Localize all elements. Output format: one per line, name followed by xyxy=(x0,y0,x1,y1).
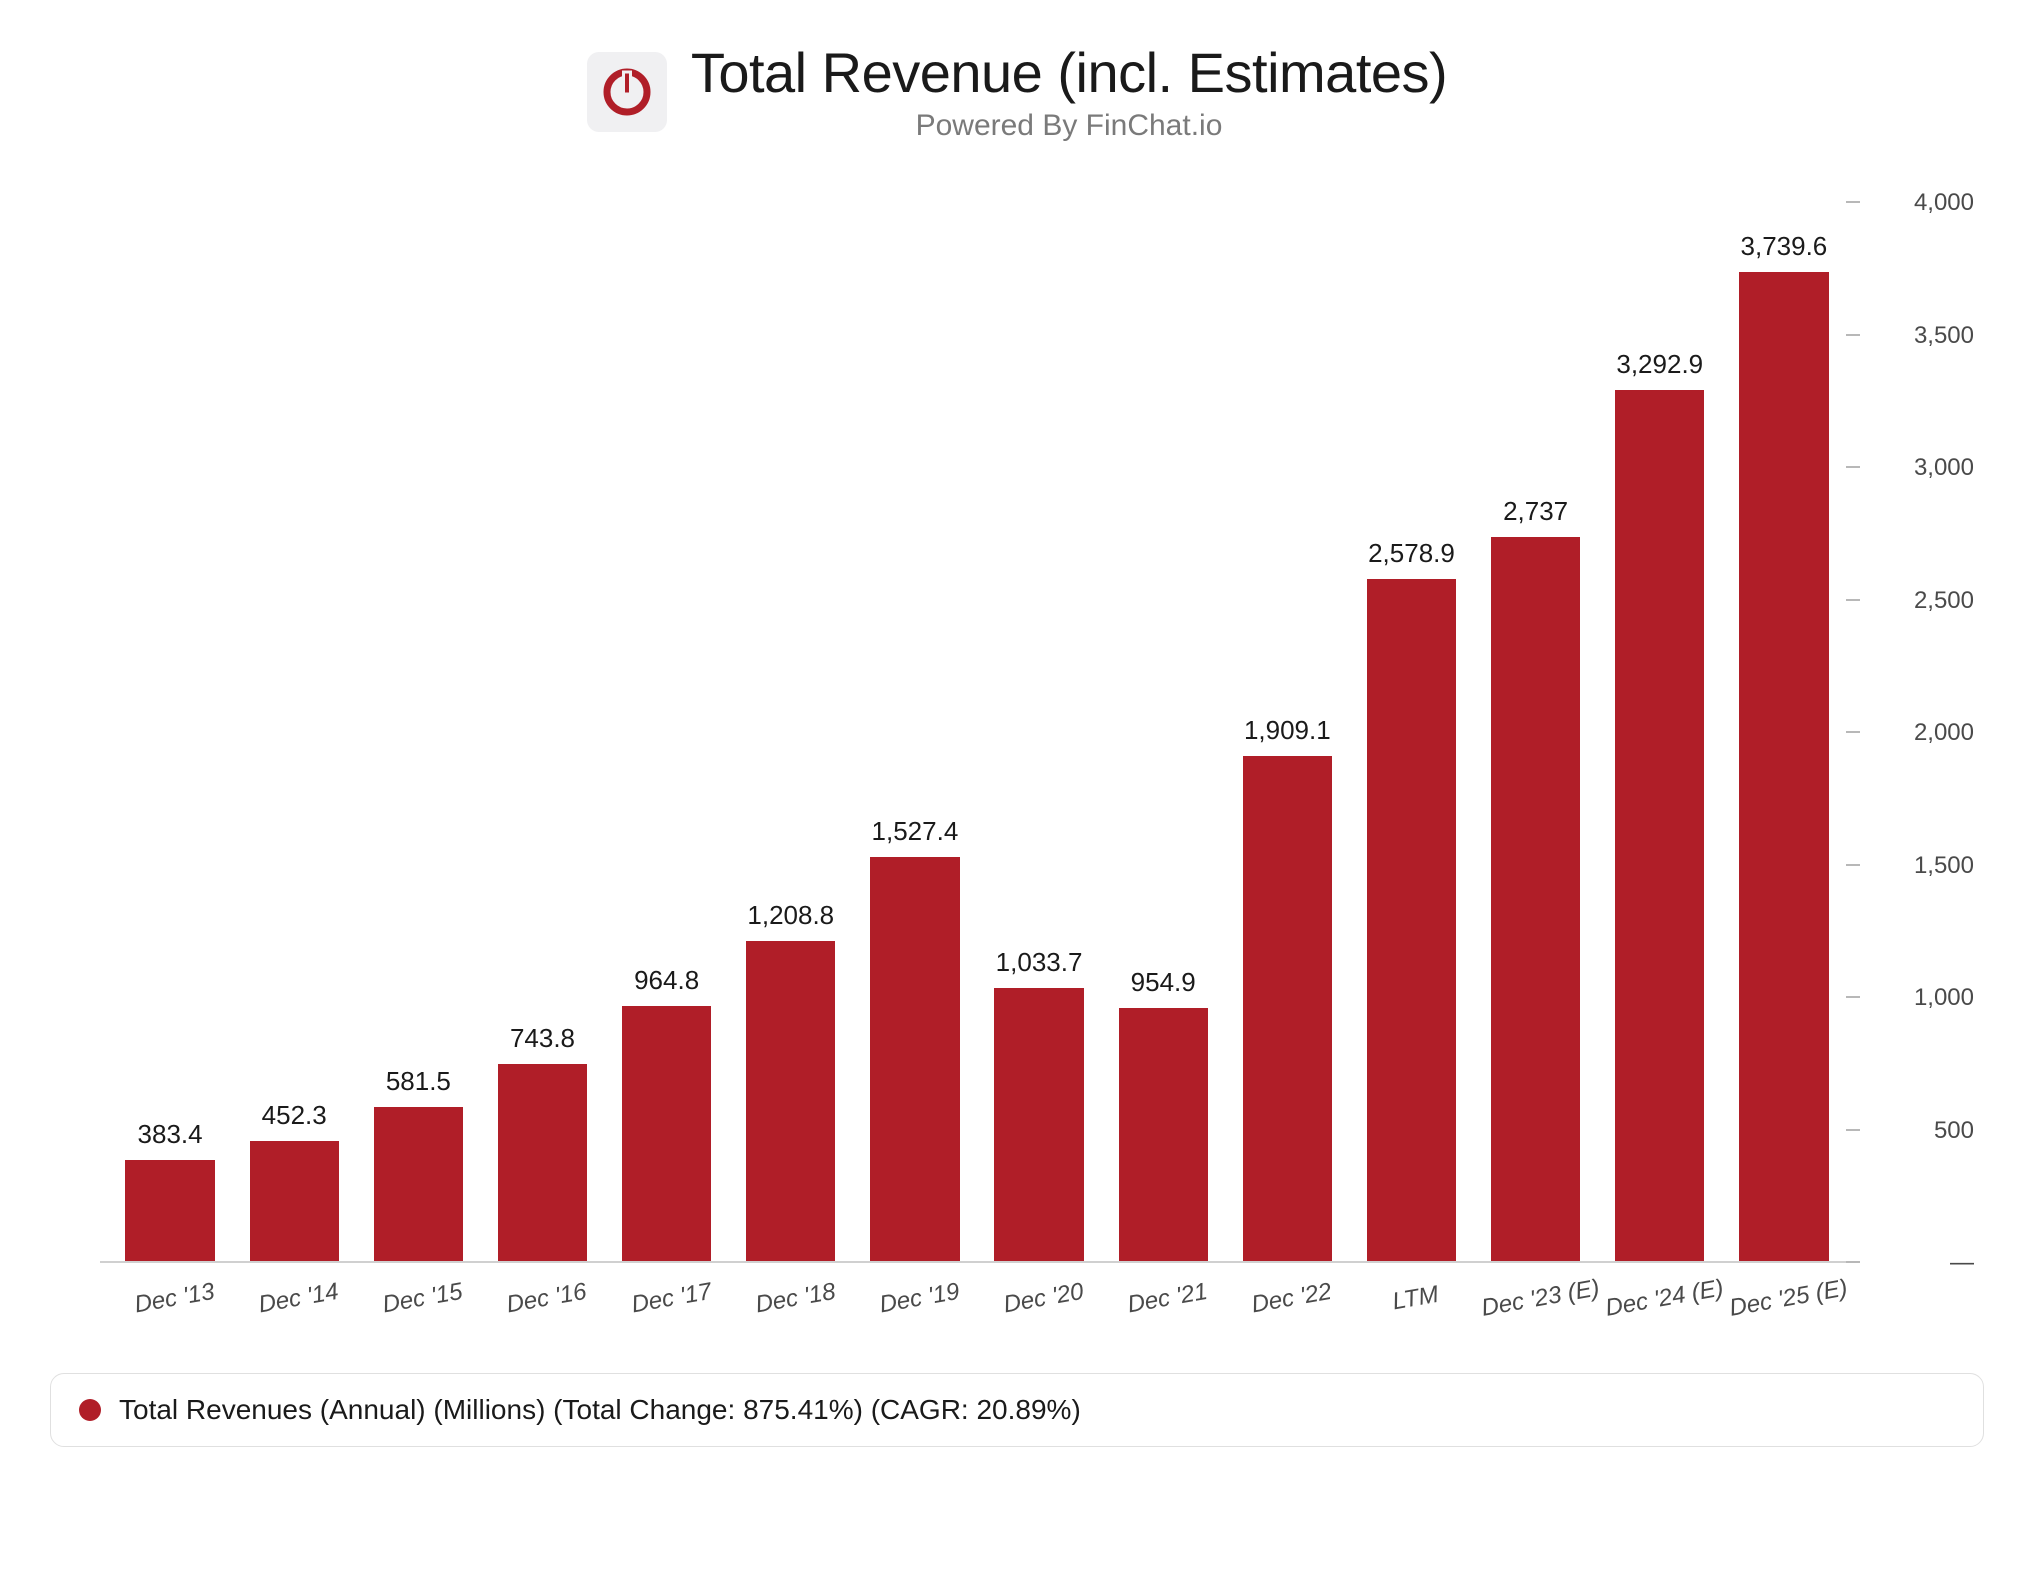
x-axis-label: Dec '17 xyxy=(606,1262,739,1343)
y-axis-tick-mark xyxy=(1846,466,1860,468)
y-axis-tick-label: 1,000 xyxy=(1914,984,1974,1012)
y-axis-tick-mark xyxy=(1846,1129,1860,1131)
bar xyxy=(1739,272,1828,1261)
bar-value-label: 2,737 xyxy=(1503,496,1568,527)
y-axis-tick-label: 2,500 xyxy=(1914,587,1974,615)
bar xyxy=(498,1064,587,1261)
y-axis-tick-mark xyxy=(1846,731,1860,733)
plot-area: 383.4 452.3 581.5 743.8 964.8 1,208.8 1,527.4 1… xyxy=(100,203,1854,1263)
bar-value-label: 581.5 xyxy=(386,1066,451,1097)
y-axis-tick-label: 2,000 xyxy=(1914,719,1974,747)
legend-text: Total Revenues (Annual) (Millions) (Tota… xyxy=(119,1394,1081,1426)
bar-value-label: 1,033.7 xyxy=(996,947,1083,978)
y-axis-tick-label: 500 xyxy=(1934,1117,1974,1145)
x-axis-label: Dec '13 xyxy=(109,1262,242,1343)
bar-column: 383.4 xyxy=(108,203,232,1261)
x-axis-labels: Dec '13Dec '14Dec '15Dec '16Dec '17Dec '… xyxy=(100,1273,1854,1333)
bar-column: 1,033.7 xyxy=(977,203,1101,1261)
bar-value-label: 383.4 xyxy=(138,1119,203,1150)
x-axis-label: LTM xyxy=(1350,1262,1483,1343)
bar-column: 581.5 xyxy=(356,203,480,1261)
bar xyxy=(1491,537,1580,1261)
bar xyxy=(622,1006,711,1261)
y-axis-tick-mark xyxy=(1846,334,1860,336)
x-axis-label: Dec '21 xyxy=(1102,1262,1235,1343)
bar-column: 2,578.9 xyxy=(1349,203,1473,1261)
bar-value-label: 743.8 xyxy=(510,1023,575,1054)
bar-column: 954.9 xyxy=(1101,203,1225,1261)
x-axis-label: Dec '22 xyxy=(1226,1262,1359,1343)
bar-value-label: 1,527.4 xyxy=(872,816,959,847)
bar-value-label: 2,578.9 xyxy=(1368,538,1455,569)
bar-column: 1,208.8 xyxy=(729,203,853,1261)
bar xyxy=(1119,1008,1208,1261)
y-axis-tick-mark xyxy=(1846,599,1860,601)
bar-column: 452.3 xyxy=(232,203,356,1261)
y-axis-tick-label: 1,500 xyxy=(1914,852,1974,880)
y-axis-tick-label: — xyxy=(1950,1249,1974,1277)
bar-column: 1,527.4 xyxy=(853,203,977,1261)
title-block: Total Revenue (incl. Estimates) Powered … xyxy=(691,40,1447,143)
x-axis-label: Dec '25 (E) xyxy=(1723,1262,1856,1343)
x-axis-label: Dec '15 xyxy=(357,1262,490,1343)
bar xyxy=(994,988,1083,1261)
bar-value-label: 3,292.9 xyxy=(1616,349,1703,380)
bar-column: 3,739.6 xyxy=(1722,203,1846,1261)
power-icon xyxy=(600,65,654,119)
bar-column: 2,737 xyxy=(1474,203,1598,1261)
y-axis: —5001,0001,5002,0002,5003,0003,5004,000 xyxy=(1864,203,1994,1263)
y-axis-tick-mark xyxy=(1846,864,1860,866)
legend-marker-icon xyxy=(79,1399,101,1421)
bar xyxy=(870,857,959,1261)
bar xyxy=(250,1141,339,1261)
bar-value-label: 1,909.1 xyxy=(1244,715,1331,746)
bar-value-label: 954.9 xyxy=(1131,967,1196,998)
bar xyxy=(1367,579,1456,1261)
y-axis-tick-mark xyxy=(1846,996,1860,998)
x-axis-label: Dec '23 (E) xyxy=(1474,1262,1607,1343)
y-axis-tick-label: 3,500 xyxy=(1914,322,1974,350)
bar-column: 964.8 xyxy=(605,203,729,1261)
bar-column: 1,909.1 xyxy=(1225,203,1349,1261)
bar-column: 3,292.9 xyxy=(1598,203,1722,1261)
x-axis-label: Dec '19 xyxy=(854,1262,987,1343)
x-axis-label: Dec '14 xyxy=(233,1262,366,1343)
bar xyxy=(125,1160,214,1261)
bars-container: 383.4 452.3 581.5 743.8 964.8 1,208.8 1,527.4 1… xyxy=(100,203,1854,1261)
x-axis-label: Dec '18 xyxy=(730,1262,863,1343)
legend: Total Revenues (Annual) (Millions) (Tota… xyxy=(50,1373,1984,1447)
chart-area: 383.4 452.3 581.5 743.8 964.8 1,208.8 1,527.4 1… xyxy=(40,163,1994,1333)
bar xyxy=(1615,390,1704,1261)
bar-column: 743.8 xyxy=(480,203,604,1261)
y-axis-tick-label: 3,000 xyxy=(1914,454,1974,482)
chart-header: Total Revenue (incl. Estimates) Powered … xyxy=(40,40,1994,143)
x-axis-label: Dec '20 xyxy=(978,1262,1111,1343)
x-axis-label: Dec '24 (E) xyxy=(1599,1262,1732,1343)
bar xyxy=(1243,756,1332,1261)
x-axis-label: Dec '16 xyxy=(481,1262,614,1343)
bar-value-label: 3,739.6 xyxy=(1741,231,1828,262)
bar-value-label: 964.8 xyxy=(634,965,699,996)
bar xyxy=(374,1107,463,1261)
brand-logo xyxy=(587,52,667,132)
y-axis-tick-mark xyxy=(1846,1261,1860,1263)
chart-subtitle: Powered By FinChat.io xyxy=(691,109,1447,143)
y-axis-tick-label: 4,000 xyxy=(1914,189,1974,217)
chart-title: Total Revenue (incl. Estimates) xyxy=(691,40,1447,105)
bar xyxy=(746,941,835,1261)
bar-value-label: 1,208.8 xyxy=(747,900,834,931)
chart-card: Total Revenue (incl. Estimates) Powered … xyxy=(0,0,2034,1588)
bar-value-label: 452.3 xyxy=(262,1100,327,1131)
y-axis-tick-mark xyxy=(1846,201,1860,203)
